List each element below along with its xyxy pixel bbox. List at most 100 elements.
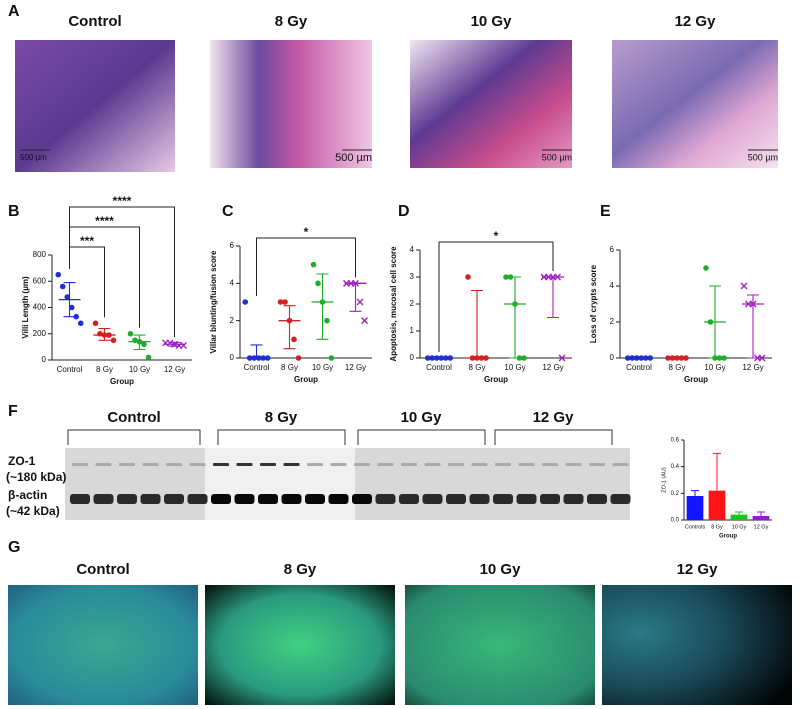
lane-label: Control [107, 409, 160, 426]
y-tick-label: 200 [33, 329, 47, 338]
data-point [315, 280, 321, 287]
x-tick-label: Control [426, 363, 452, 372]
error-bar [250, 344, 263, 359]
blot-band [422, 494, 443, 504]
image-title: 10 Gy [480, 561, 522, 578]
data-point [59, 283, 66, 290]
y-tick-label: 6 [610, 245, 615, 254]
data-point [310, 261, 317, 268]
histology-image [210, 40, 372, 168]
lane-label: 12 Gy [533, 409, 575, 426]
x-tick-label: 8 Gy [711, 524, 723, 530]
error-bar [713, 452, 721, 491]
significance-label: **** [113, 194, 132, 208]
data-point [558, 354, 566, 362]
x-tick-label: Control [57, 365, 83, 374]
image-title: 10 Gy [471, 13, 513, 30]
x-tick-label: 8 Gy [281, 363, 298, 372]
blot-band [187, 494, 208, 504]
y-axis-label: Villi Length (µm) [21, 276, 30, 339]
image-title: 12 Gy [675, 13, 717, 30]
y-axis-label: ZO-1 (AU) [661, 467, 667, 493]
image-title: 8 Gy [284, 561, 317, 578]
data-point [624, 355, 631, 361]
x-tick-label: 12 Gy [164, 365, 185, 374]
blot-band [399, 494, 419, 504]
y-axis-label: Loss of crypts score [589, 264, 598, 343]
x-tick-label: 12 Gy [345, 363, 366, 372]
data-point [424, 355, 431, 361]
data-point [356, 298, 364, 306]
blot-band [587, 494, 607, 504]
blot-band [234, 494, 255, 504]
data-point [521, 355, 527, 361]
significance-label: * [494, 229, 499, 243]
x-axis-label: Group [719, 534, 737, 540]
data-point [328, 355, 335, 361]
y-tick-label: 3 [410, 272, 415, 281]
data-point [110, 337, 117, 344]
blot-band [213, 463, 229, 466]
bar [708, 490, 726, 520]
blot-band [281, 494, 302, 504]
error-bar [547, 276, 559, 319]
blot-band [518, 463, 535, 466]
y-tick-label: 0 [610, 353, 615, 362]
x-tick-label: Control [626, 363, 652, 372]
blot-image [205, 448, 355, 520]
images [8, 40, 792, 705]
panel-label: A [8, 3, 20, 20]
x-tick-label: 8 Gy [96, 365, 113, 374]
blot-band [166, 463, 182, 466]
data-point [282, 299, 288, 305]
data-point [758, 354, 766, 362]
data-point [647, 355, 654, 361]
blot-band [612, 463, 629, 466]
data-point [291, 336, 297, 343]
scale-bar-label: 500 µm [20, 153, 47, 162]
data-point [277, 299, 284, 305]
blot-band [260, 463, 276, 466]
x-axis-label: Group [684, 375, 708, 384]
blot-band [117, 494, 137, 504]
x-tick-label: Control [244, 363, 270, 372]
error-bar [63, 282, 76, 318]
fluorescence-image [205, 585, 395, 705]
panel-label: E [600, 203, 611, 220]
y-tick-label: 4 [610, 281, 615, 290]
image-title: Control [76, 561, 129, 578]
y-tick-label: 4 [410, 245, 415, 254]
blot-band [589, 463, 605, 466]
data-point [180, 342, 187, 350]
blot-band [610, 494, 631, 504]
image-title: 12 Gy [677, 561, 719, 578]
data-point [92, 320, 99, 327]
blot-band [495, 463, 511, 466]
panel-label: C [222, 203, 234, 220]
y-tick-label: 400 [33, 303, 47, 312]
data-point [77, 320, 84, 327]
data-point [740, 282, 748, 290]
data-point [68, 304, 75, 311]
image-title: Control [68, 13, 121, 30]
error-bar [133, 334, 146, 351]
band-size: (~42 kDa) [6, 504, 60, 518]
blot-band [424, 463, 441, 466]
y-tick-label: 2 [410, 299, 415, 308]
x-tick-label: Controls [685, 524, 706, 530]
image-title: 8 Gy [275, 13, 308, 30]
blot-band [93, 494, 114, 504]
error-bar [471, 289, 483, 359]
significance-bracket [256, 237, 356, 296]
blot-band [354, 463, 370, 466]
data-point [264, 355, 271, 361]
data-point [295, 355, 302, 361]
blot-band [283, 463, 300, 466]
significance-label: *** [80, 234, 94, 248]
data-point [721, 355, 727, 361]
x-tick-label: 10 Gy [129, 365, 150, 374]
y-tick-label: 0 [230, 353, 235, 362]
x-tick-label: 10 Gy [504, 363, 525, 372]
data-point [242, 299, 249, 305]
